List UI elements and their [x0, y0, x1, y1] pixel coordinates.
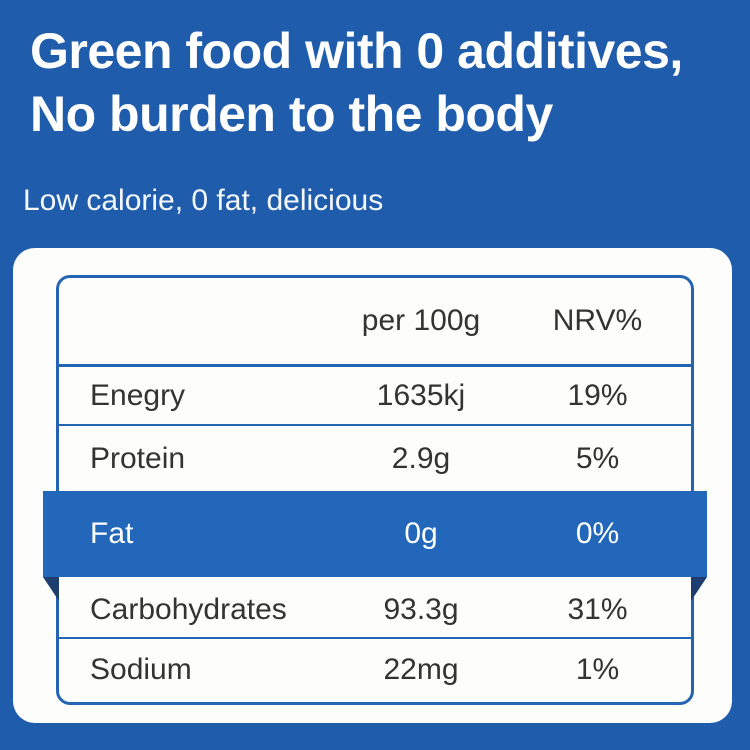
- nutrition-card: per 100g NRV% Enegry 1635kj 19% Protein …: [13, 248, 732, 723]
- table-row-fat-slot: Fat 0g 0%: [43, 491, 707, 601]
- page-title-line2: No burden to the body: [30, 86, 553, 142]
- per100g-value: 1635kj: [376, 378, 466, 412]
- nrv-value: 1%: [575, 652, 620, 686]
- header-per-100g: per 100g: [361, 304, 481, 337]
- nrv-value: 5%: [575, 441, 620, 475]
- nutrient-label: Sodium: [90, 652, 192, 686]
- nutrient-label: Protein: [90, 441, 186, 475]
- table-row-carbohydrates: Carbohydrates 93.3g 31%: [59, 577, 691, 639]
- table-row-sodium: Sodium 22mg 1%: [59, 639, 691, 700]
- nutrient-label: Fat: [90, 517, 134, 550]
- header-nrv-percent: NRV%: [552, 304, 643, 337]
- fat-highlight-ribbon: Fat 0g 0%: [43, 491, 707, 577]
- nrv-value: 31%: [567, 593, 628, 626]
- ribbon-fold-left: [43, 577, 59, 601]
- nrv-value: 19%: [567, 378, 628, 412]
- page-title: Green food with 0 additives, No burden t…: [30, 20, 683, 146]
- per100g-value: 0g: [404, 517, 438, 550]
- ribbon-fold-right: [691, 577, 707, 601]
- table-row-protein: Protein 2.9g 5%: [59, 426, 691, 491]
- per100g-value: 22mg: [383, 652, 459, 686]
- nutrient-label: Enegry: [90, 378, 186, 412]
- table-header-row: per 100g NRV%: [59, 278, 691, 367]
- table-row-energy: Enegry 1635kj 19%: [59, 367, 691, 426]
- per100g-value: 2.9g: [391, 441, 451, 475]
- page-title-line1: Green food with 0 additives,: [30, 23, 683, 79]
- per100g-value: 93.3g: [383, 593, 459, 626]
- nutrition-table: per 100g NRV% Enegry 1635kj 19% Protein …: [43, 275, 707, 705]
- nutrient-label: Carbohydrates: [90, 593, 287, 626]
- page-subtitle: Low calorie, 0 fat, delicious: [23, 184, 384, 217]
- nrv-value: 0%: [575, 517, 620, 550]
